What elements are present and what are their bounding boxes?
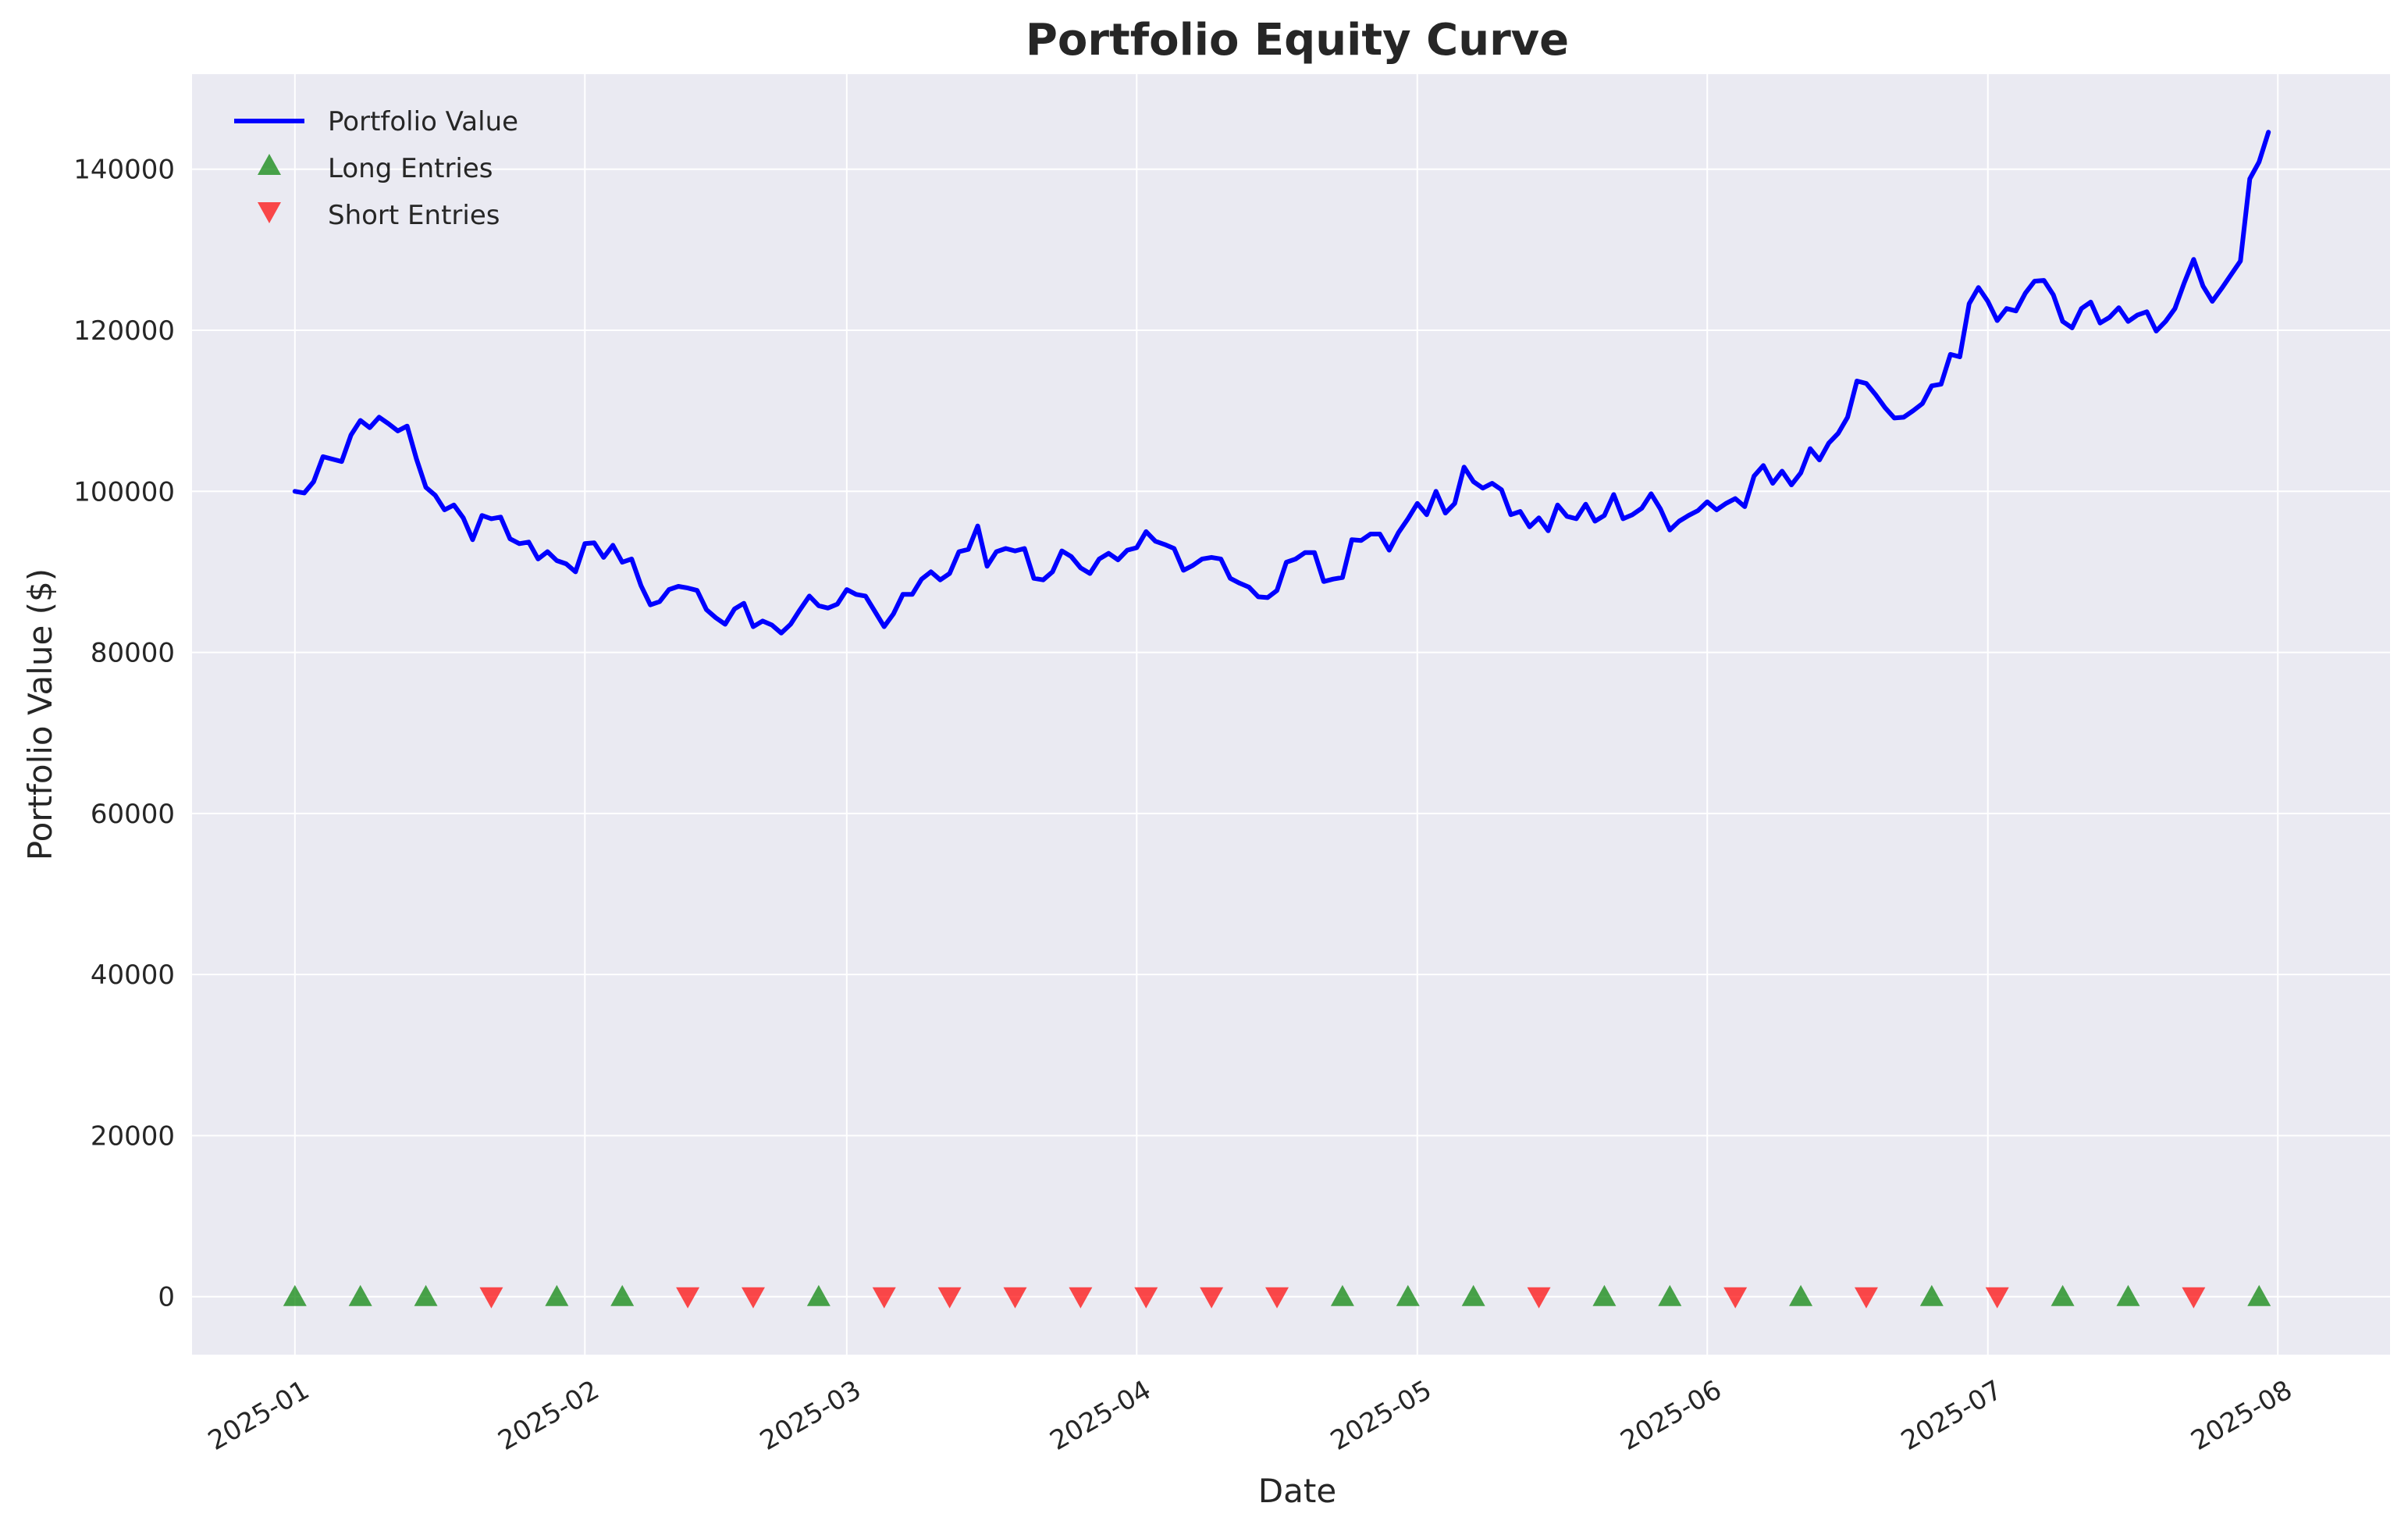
short-entry-marker xyxy=(1985,1287,2009,1309)
portfolio-value-series xyxy=(292,130,2271,636)
short-entry-marker xyxy=(1723,1287,1748,1309)
y-tick-label: 20000 xyxy=(91,1120,175,1152)
x-tick-label: 2025-08 xyxy=(2186,1374,2297,1457)
short-entry-marker xyxy=(872,1287,896,1309)
short-entry-marker xyxy=(741,1287,765,1309)
short-entry-marker xyxy=(1069,1287,1093,1309)
y-axis-label: Portfolio Value ($) xyxy=(21,568,59,860)
y-tick-label: 60000 xyxy=(91,799,175,830)
legend-label-short-entries: Short Entries xyxy=(328,200,500,231)
long-entry-marker xyxy=(414,1284,438,1306)
long-entry-marker xyxy=(1789,1284,1813,1306)
y-tick-label: 140000 xyxy=(73,155,175,186)
long-entry-marker xyxy=(1396,1284,1420,1306)
long-entry-marker xyxy=(1592,1284,1617,1306)
plot-area xyxy=(192,74,2390,1355)
entry-markers xyxy=(283,1284,2271,1309)
grid-lines xyxy=(192,74,2390,1355)
short-entry-marker xyxy=(1200,1287,1224,1309)
x-axis-ticks: 2025-01 2025-02 2025-03 2025-04 2025-05 2025-… xyxy=(203,1374,2297,1457)
legend-long-marker xyxy=(258,154,281,175)
legend: Portfolio Value Long Entries Short Entri… xyxy=(234,106,518,231)
y-tick-label: 0 xyxy=(158,1282,175,1313)
short-entry-marker xyxy=(1265,1287,1289,1309)
short-entry-marker xyxy=(937,1287,962,1309)
y-tick-label: 40000 xyxy=(91,960,175,991)
legend-short-marker xyxy=(258,202,281,223)
short-entry-marker xyxy=(676,1287,700,1309)
short-entry-marker xyxy=(2182,1287,2206,1309)
long-entry-marker xyxy=(610,1284,635,1306)
y-axis-ticks: 0 20000 40000 60000 80000 100000 120000 140000 xyxy=(73,155,175,1313)
long-entry-marker xyxy=(545,1284,569,1306)
x-tick-label: 2025-04 xyxy=(1045,1374,1157,1457)
long-entry-marker xyxy=(348,1284,372,1306)
x-axis-label: Date xyxy=(1258,1472,1336,1510)
long-entry-marker xyxy=(2247,1284,2271,1306)
y-tick-label: 80000 xyxy=(91,638,175,669)
x-tick-label: 2025-01 xyxy=(203,1374,315,1457)
long-entry-marker xyxy=(806,1284,831,1306)
long-entry-marker xyxy=(1461,1284,1485,1306)
short-entry-marker xyxy=(479,1287,503,1309)
y-tick-label: 100000 xyxy=(73,476,175,508)
long-entry-marker xyxy=(283,1284,307,1306)
portfolio-value-line xyxy=(292,130,2271,636)
long-entry-marker xyxy=(1919,1284,1944,1306)
legend-label-long-entries: Long Entries xyxy=(328,153,493,184)
long-entry-marker xyxy=(1330,1284,1354,1306)
short-entry-marker xyxy=(1527,1287,1551,1309)
short-entry-marker xyxy=(1003,1287,1027,1309)
x-tick-label: 2025-07 xyxy=(1896,1374,2008,1457)
chart-title: Portfolio Equity Curve xyxy=(1026,15,1569,66)
short-entry-marker xyxy=(1854,1287,1878,1309)
x-tick-label: 2025-03 xyxy=(755,1374,866,1457)
y-tick-label: 120000 xyxy=(73,315,175,347)
long-entry-marker xyxy=(1658,1284,1682,1306)
long-entry-marker xyxy=(2116,1284,2140,1306)
long-entry-marker xyxy=(2051,1284,2075,1306)
x-tick-label: 2025-02 xyxy=(493,1374,605,1457)
legend-label-portfolio-value: Portfolio Value xyxy=(328,106,518,137)
short-entry-marker xyxy=(1134,1287,1158,1309)
x-tick-label: 2025-05 xyxy=(1325,1374,1437,1457)
x-tick-label: 2025-06 xyxy=(1615,1374,1727,1457)
